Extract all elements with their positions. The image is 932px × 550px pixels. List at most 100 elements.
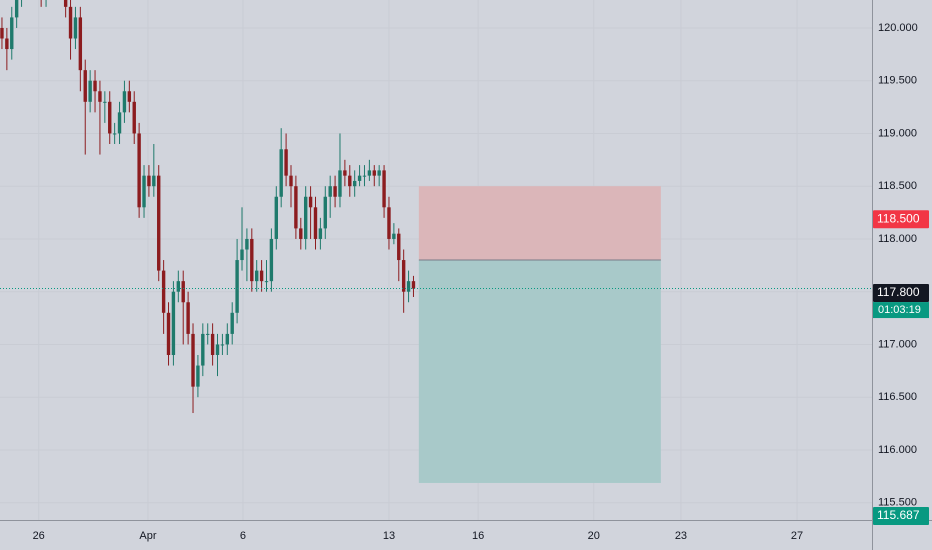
y-tick-label: 120.000 <box>878 22 918 34</box>
candle-body <box>10 17 14 50</box>
candle-body <box>68 6 73 39</box>
candle-body <box>108 101 112 134</box>
price-label: 117.800 <box>877 285 920 299</box>
candle-body <box>186 302 190 334</box>
candle-body <box>73 17 78 39</box>
candle-body <box>343 170 347 176</box>
axes: 115.500116.000116.500117.000117.500118.0… <box>33 22 929 542</box>
candle-body <box>127 91 132 102</box>
candle-body <box>240 249 244 261</box>
candle-body <box>206 333 210 335</box>
y-tick-label: 118.500 <box>878 180 917 192</box>
x-tick-label: 16 <box>472 530 484 542</box>
candle-body <box>215 344 220 356</box>
x-tick-label: 20 <box>588 530 600 542</box>
candle-body <box>318 228 323 239</box>
x-tick-label: 6 <box>240 530 246 542</box>
countdown-box <box>873 302 929 319</box>
x-tick-label: Apr <box>139 530 156 542</box>
candle-body <box>142 175 146 208</box>
candle-body <box>348 175 352 187</box>
candle-body <box>132 101 136 134</box>
candle-body <box>161 270 166 313</box>
plot-area <box>0 0 872 483</box>
candle-body <box>210 333 215 356</box>
candle-body <box>294 186 298 229</box>
candle-body <box>245 238 249 250</box>
price-label-box <box>873 284 929 303</box>
candle-body <box>112 133 117 135</box>
y-tick-label: 116.500 <box>878 391 917 403</box>
price-label-box <box>873 506 929 525</box>
candle-body <box>83 70 87 102</box>
candle-body <box>117 112 122 134</box>
candle-body <box>181 281 185 303</box>
candle-body <box>147 175 151 187</box>
target-zone <box>418 260 661 483</box>
y-tick-label: 118.000 <box>878 233 917 245</box>
candle-body <box>0 27 4 39</box>
candle-body <box>338 170 342 197</box>
candle-body <box>313 207 318 239</box>
candle-body <box>387 207 391 239</box>
candle-body <box>357 175 362 181</box>
candle-body <box>289 175 293 187</box>
candle-body <box>303 196 308 239</box>
candle-body <box>137 133 141 208</box>
candle-body <box>333 186 337 197</box>
price-label-box <box>873 210 929 229</box>
candle-body <box>269 238 274 282</box>
candle-body <box>103 101 107 103</box>
y-tick-label: 117.000 <box>878 338 917 350</box>
y-tick-label: 115.500 <box>878 497 917 509</box>
candle-body <box>255 270 259 282</box>
candle-body <box>352 180 357 187</box>
candle-body <box>406 281 411 292</box>
candle-body <box>93 80 97 92</box>
candle-body <box>397 233 401 261</box>
candle-body <box>88 80 92 102</box>
candle-body <box>299 228 303 239</box>
candle-body <box>171 291 176 356</box>
candle-body <box>279 149 283 197</box>
candle-body <box>264 281 269 283</box>
candle-body <box>328 186 332 197</box>
x-tick-label: 23 <box>675 530 687 542</box>
candle-body <box>5 38 9 50</box>
candle-body <box>235 260 239 313</box>
x-tick-label: 26 <box>33 530 45 542</box>
candle-body <box>230 312 234 334</box>
candle-body <box>411 281 416 289</box>
candle-body <box>166 312 171 356</box>
candle-body <box>367 170 372 176</box>
candle-body <box>157 175 161 271</box>
candle-body <box>259 270 264 282</box>
price-label: 115.687 <box>877 508 920 522</box>
candle-body <box>220 344 225 346</box>
candle-body <box>196 365 200 387</box>
candle-body <box>308 196 313 208</box>
candle-body <box>98 91 102 102</box>
candle-body <box>225 333 230 345</box>
y-tick-label: 116.000 <box>878 444 917 456</box>
stop-zone <box>418 186 661 261</box>
y-tick-label: 119.500 <box>878 75 917 87</box>
candle-body <box>323 196 327 229</box>
candle-body <box>401 260 406 292</box>
candle-body <box>382 170 386 208</box>
candle-body <box>362 175 367 177</box>
candle-body <box>63 0 68 7</box>
candle-body <box>191 333 195 387</box>
candle-body <box>122 91 127 113</box>
price-label: 118.500 <box>877 211 920 225</box>
candle-body <box>392 233 396 239</box>
candle-body <box>377 170 381 176</box>
candle-body <box>284 149 288 176</box>
candle-body <box>372 170 376 176</box>
candle-body <box>201 333 205 366</box>
candle-body <box>250 238 254 282</box>
y-tick-label: 119.000 <box>878 127 917 139</box>
candle-body <box>176 281 181 292</box>
candle-body <box>78 17 83 71</box>
